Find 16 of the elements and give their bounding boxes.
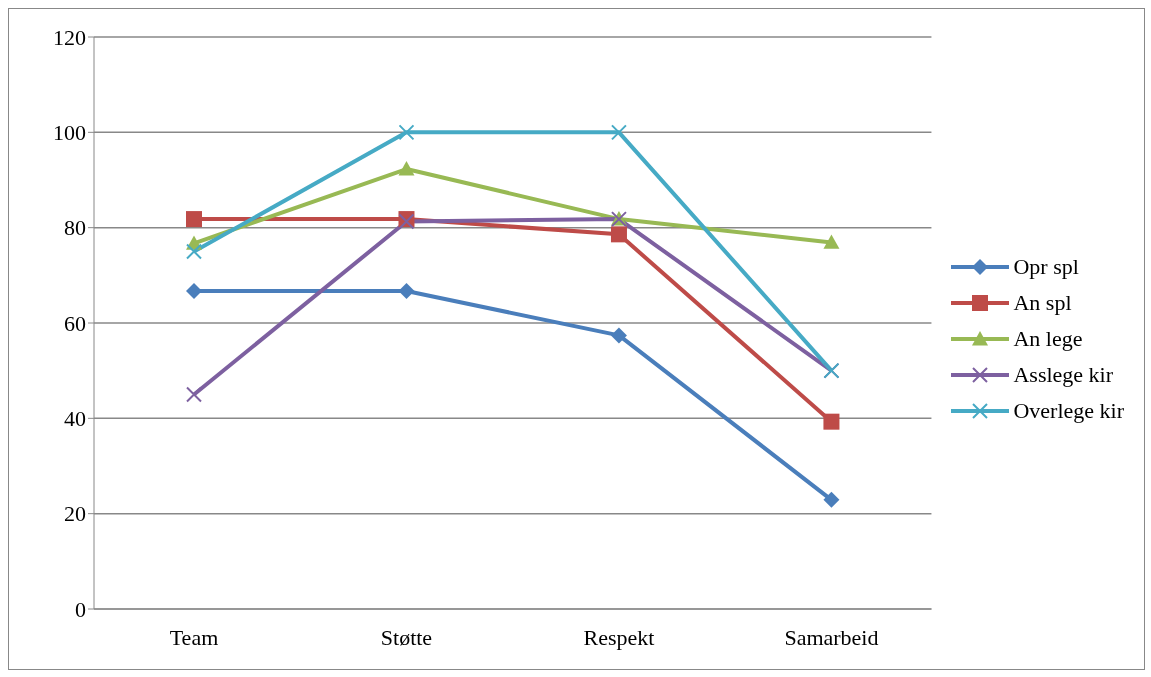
x-tick-label: Samarbeid [784, 624, 879, 650]
y-tick-label: 40 [64, 406, 86, 432]
legend-label: An lege [1013, 326, 1083, 352]
y-tick-label: 80 [64, 215, 86, 241]
y-tick-label: 120 [53, 24, 86, 50]
y-tick-label: 100 [53, 120, 86, 146]
legend-label: Overlege kir [1013, 398, 1124, 424]
x-tick-label: Respekt [583, 624, 655, 650]
x-tick-label: Team [169, 624, 219, 650]
legend-label: An spl [1013, 290, 1072, 316]
y-tick-label: 60 [64, 310, 86, 336]
y-tick-label: 20 [64, 501, 86, 527]
y-tick-label: 0 [75, 596, 86, 622]
x-tick-label: Støtte [380, 624, 433, 650]
legend-label: Asslege kir [1013, 362, 1114, 388]
legend-label: Opr spl [1013, 254, 1079, 280]
